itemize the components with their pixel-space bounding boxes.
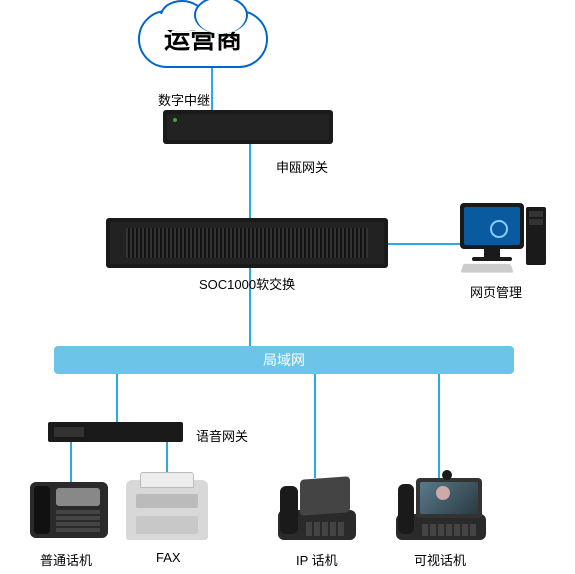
gateway-label: 申瓯网关	[276, 157, 328, 176]
edge-softswitch-pc	[388, 243, 460, 245]
edge-voicegw-phone	[70, 442, 72, 482]
softswitch-label: SOC1000软交换	[199, 274, 295, 293]
ip-phone-device	[278, 478, 356, 540]
analog-phone-label: 普通话机	[40, 550, 92, 569]
carrier-cloud: 运营商	[138, 10, 268, 68]
lan-bar-label: 局域网	[263, 352, 305, 368]
voice-gateway-label: 语音网关	[196, 426, 248, 445]
edge-cloud-gateway	[211, 68, 213, 110]
analog-phone-device	[30, 482, 108, 538]
lan-bar: 局域网	[54, 346, 514, 374]
voice-gateway-device	[48, 422, 183, 442]
pc-label: 网页管理	[470, 282, 522, 301]
digital-trunk-label: 数字中继	[158, 90, 210, 109]
softswitch-device	[106, 218, 388, 268]
fax-device	[126, 480, 208, 540]
ip-phone-label: IP 话机	[296, 550, 338, 569]
edge-lan-voicegw	[116, 374, 118, 422]
gateway-device	[163, 110, 333, 144]
edge-gateway-softswitch	[249, 144, 251, 218]
pc-device	[460, 203, 534, 275]
edge-lan-videophone	[438, 374, 440, 478]
edge-lan-ipphone	[314, 374, 316, 478]
video-phone-label: 可视话机	[414, 550, 466, 569]
video-phone-device	[396, 478, 486, 540]
fax-label: FAX	[156, 550, 181, 565]
